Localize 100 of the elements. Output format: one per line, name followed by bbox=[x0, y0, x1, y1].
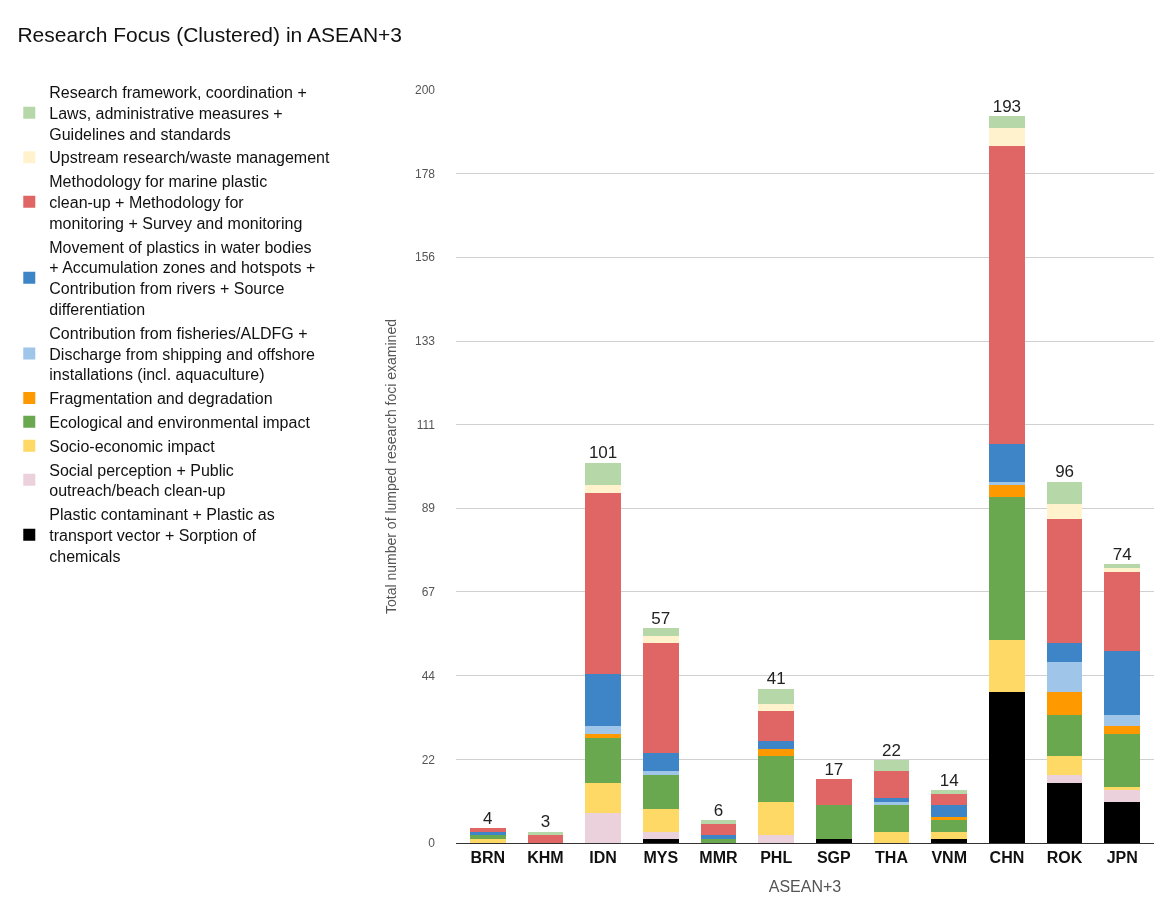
bar bbox=[700, 824, 737, 836]
bar bbox=[1104, 801, 1141, 843]
bar bbox=[642, 839, 679, 843]
y-tick-label: 44 bbox=[421, 669, 436, 684]
bar bbox=[931, 831, 968, 840]
total-label: 3 bbox=[540, 812, 551, 832]
total-label: 22 bbox=[882, 740, 901, 760]
bar bbox=[1104, 790, 1141, 802]
bar bbox=[642, 775, 679, 810]
y-tick-label: 133 bbox=[414, 334, 436, 349]
bar bbox=[1046, 504, 1083, 520]
bar bbox=[931, 820, 968, 832]
bar bbox=[469, 827, 506, 832]
bar bbox=[873, 760, 910, 772]
total-label: 17 bbox=[824, 759, 844, 779]
y-tick-label: 67 bbox=[421, 585, 436, 600]
legend-label: Socio-economic impact bbox=[49, 437, 216, 455]
x-axis-title: ASEAN+3 bbox=[768, 877, 842, 895]
bar bbox=[585, 782, 621, 813]
bar bbox=[1104, 571, 1141, 651]
y-tick-label: 22 bbox=[421, 752, 436, 767]
bar bbox=[700, 839, 737, 843]
bar bbox=[931, 839, 968, 843]
bar bbox=[1046, 756, 1083, 776]
bar bbox=[873, 805, 910, 832]
bar bbox=[989, 496, 1025, 640]
bar bbox=[642, 643, 679, 753]
bar bbox=[469, 835, 506, 840]
bar bbox=[758, 756, 795, 802]
bar bbox=[1046, 775, 1083, 783]
bar bbox=[815, 805, 852, 840]
bar bbox=[758, 741, 795, 749]
bar bbox=[931, 790, 968, 795]
bar bbox=[585, 485, 621, 493]
bar bbox=[758, 711, 795, 742]
bar bbox=[642, 809, 679, 832]
bar bbox=[989, 116, 1025, 128]
x-tick-label: CHN bbox=[989, 849, 1025, 867]
bar bbox=[815, 779, 852, 806]
bar bbox=[1104, 650, 1141, 715]
bar bbox=[989, 127, 1025, 147]
total-label: 57 bbox=[651, 609, 671, 629]
y-axis-title: Total number of lumped research foci examined bbox=[382, 319, 399, 614]
legend-label: Social perception + Public outreach/beach clean-up bbox=[49, 461, 234, 500]
total-label: 96 bbox=[1055, 462, 1075, 482]
bar bbox=[1046, 662, 1083, 693]
bar bbox=[642, 635, 679, 644]
bar bbox=[873, 771, 910, 798]
total-label: 193 bbox=[992, 97, 1022, 117]
legend-label: Plastic contaminant + Plastic as transport vector + Sorption of chemicals bbox=[49, 506, 275, 565]
bar bbox=[1046, 519, 1083, 644]
bar bbox=[642, 628, 679, 636]
bar bbox=[585, 733, 621, 738]
bar bbox=[758, 801, 795, 836]
bar bbox=[758, 688, 795, 704]
y-tick-label: 200 bbox=[414, 83, 436, 98]
bar bbox=[1046, 643, 1083, 663]
bar bbox=[585, 812, 621, 843]
bar bbox=[873, 797, 910, 802]
bar bbox=[527, 835, 564, 843]
x-tick-label: BRN bbox=[470, 849, 506, 867]
total-label: 41 bbox=[766, 669, 786, 689]
bar bbox=[758, 703, 795, 712]
bar bbox=[1046, 481, 1083, 505]
bar bbox=[989, 146, 1025, 444]
bar bbox=[1104, 726, 1141, 734]
text: Research Focus (Clustered) in ASEAN+3 bbox=[17, 23, 403, 47]
legend-label: Ecological and environmental impact bbox=[49, 414, 311, 432]
x-tick-label: KHM bbox=[527, 849, 564, 867]
bar bbox=[873, 831, 910, 843]
total-label: 74 bbox=[1112, 545, 1132, 565]
bar bbox=[931, 805, 968, 817]
bar bbox=[989, 639, 1025, 693]
bar bbox=[989, 485, 1025, 497]
bar bbox=[989, 443, 1025, 482]
y-tick-label: 178 bbox=[414, 166, 436, 181]
bar bbox=[1104, 568, 1141, 572]
bar bbox=[815, 839, 852, 843]
x-tick-label: MYS bbox=[643, 849, 679, 867]
x-tick-label: VNM bbox=[931, 849, 967, 867]
bar bbox=[1104, 714, 1141, 727]
legend-label: Upstream research/waste management bbox=[49, 149, 330, 167]
bar bbox=[1046, 714, 1083, 757]
bar bbox=[642, 771, 679, 776]
x-tick-label: THA bbox=[875, 849, 909, 867]
bar bbox=[1046, 692, 1083, 715]
total-label: 4 bbox=[483, 808, 493, 828]
bar bbox=[1104, 733, 1141, 787]
y-tick-label: 111 bbox=[416, 417, 436, 432]
y-tick-label: 0 bbox=[428, 836, 436, 851]
legend-label: Research framework, coordination + Laws, administrative measures + Guidelines and standards bbox=[49, 84, 307, 143]
bar bbox=[1046, 782, 1083, 843]
bar bbox=[758, 835, 795, 843]
total-label: 6 bbox=[713, 801, 724, 821]
legend-label: Movement of plastics in water bodies + Accumulation zones and hotspots + Contribution from rivers + Source differentiation bbox=[49, 238, 316, 319]
x-tick-label: PHL bbox=[760, 849, 793, 867]
bar bbox=[585, 726, 621, 734]
bar bbox=[758, 748, 795, 757]
bar bbox=[585, 492, 621, 674]
x-tick-label: IDN bbox=[589, 849, 617, 867]
